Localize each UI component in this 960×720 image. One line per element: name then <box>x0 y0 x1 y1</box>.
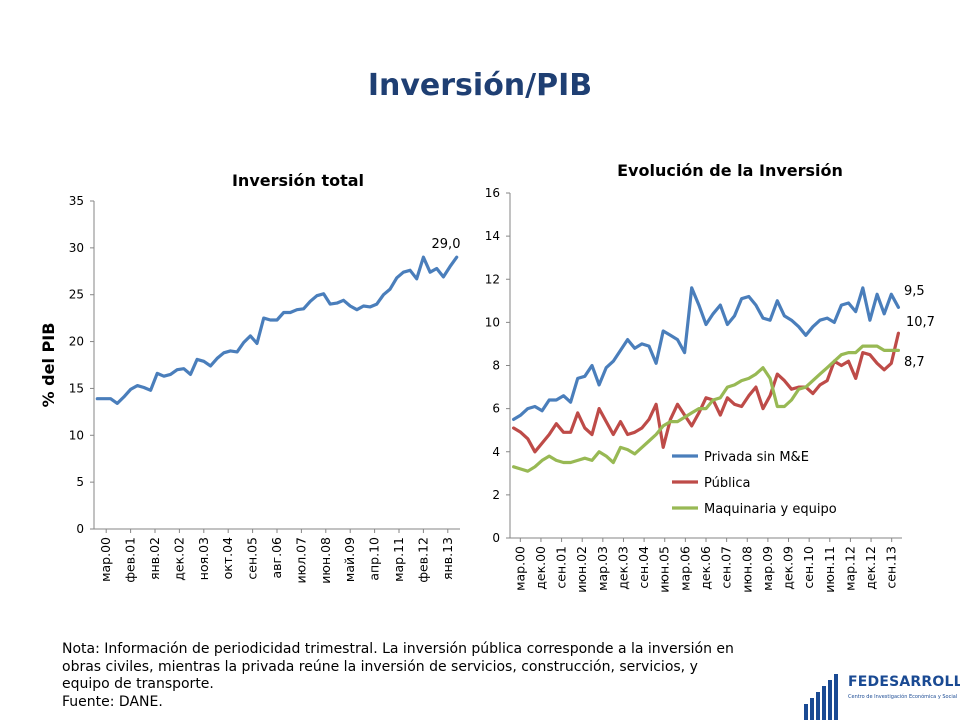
x-tick-label: дек.02 <box>171 537 186 581</box>
y-tick-label: 16 <box>485 186 500 200</box>
legend-label: Privada sin M&E <box>704 450 809 465</box>
x-tick-label: сен.13 <box>884 546 899 589</box>
x-tick-label: апр.10 <box>367 537 382 581</box>
x-tick-label: авг.06 <box>269 537 284 579</box>
y-axis-label: % del PIB <box>39 323 58 408</box>
y-tick-label: 2 <box>492 488 500 502</box>
logo-name: FEDESARROLLO <box>848 674 960 690</box>
chart-title: Evolución de la Inversión <box>617 161 843 180</box>
data-label-maquinaria: 8,7 <box>904 355 925 370</box>
legend-label: Pública <box>704 476 750 491</box>
logo-bars-icon <box>804 674 838 720</box>
x-tick-label: июн.08 <box>318 537 333 584</box>
x-tick-label: дек.00 <box>533 546 548 590</box>
data-label-privada: 9,5 <box>904 284 925 299</box>
y-tick-label: 25 <box>69 288 84 302</box>
x-tick-label: июн.02 <box>574 546 589 593</box>
y-tick-label: 20 <box>69 335 84 349</box>
y-tick-label: 4 <box>492 445 500 459</box>
page-title: Inversión/PIB <box>367 68 593 103</box>
y-tick-label: 0 <box>76 522 84 536</box>
x-tick-label: май.09 <box>342 537 357 582</box>
y-tick-label: 0 <box>492 531 500 545</box>
series-line-maquinaria-y-equipo <box>511 344 901 473</box>
x-tick-label: фев.12 <box>415 537 430 583</box>
data-label-publica: 10,7 <box>906 315 935 330</box>
x-tick-label: июл.07 <box>293 537 308 584</box>
x-tick-label: дек.09 <box>781 546 796 590</box>
y-tick-label: 6 <box>492 402 500 416</box>
y-tick-label: 14 <box>485 229 500 243</box>
series-line-p-blica <box>511 331 901 454</box>
x-tick-label: мар.06 <box>677 546 692 591</box>
y-tick-label: 35 <box>69 194 84 208</box>
x-tick-label: мар.09 <box>760 546 775 591</box>
x-tick-label: июн.11 <box>822 546 837 593</box>
source-line: Fuente: DANE. <box>62 693 163 710</box>
x-tick-label: июн.08 <box>739 546 754 593</box>
x-tick-label: мар.00 <box>512 546 527 591</box>
y-tick-label: 10 <box>69 428 84 442</box>
x-tick-label: янв.02 <box>147 537 162 580</box>
x-tick-label: фев.01 <box>123 537 138 583</box>
series-line-privada-sin-m-e <box>511 286 901 421</box>
x-tick-label: дек.06 <box>698 546 713 590</box>
y-tick-label: 8 <box>492 359 500 373</box>
x-tick-label: сен.07 <box>719 546 734 589</box>
x-tick-label: июн.05 <box>657 546 672 593</box>
x-tick-label: сен.04 <box>636 546 651 589</box>
logo-subtitle: Centro de Investigación Económica y Soci… <box>848 694 958 700</box>
y-tick-label: 10 <box>485 315 500 329</box>
y-tick-label: 30 <box>69 241 84 255</box>
data-label: 29,0 <box>432 237 461 252</box>
x-tick-label: мар.12 <box>842 546 857 591</box>
x-tick-label: мар.03 <box>595 546 610 591</box>
x-tick-label: окт.04 <box>220 537 235 579</box>
y-tick-label: 15 <box>69 381 84 395</box>
x-tick-label: янв.13 <box>440 537 455 580</box>
chart-title: Inversión total <box>232 171 364 190</box>
x-tick-label: сен.01 <box>554 546 569 589</box>
footnote-line: equipo de transporte. <box>62 676 214 692</box>
x-tick-label: сен.05 <box>245 537 260 580</box>
x-tick-label: мар.11 <box>391 537 406 582</box>
x-tick-label: дек.12 <box>863 546 878 590</box>
x-tick-label: дек.03 <box>615 546 630 590</box>
y-tick-label: 5 <box>76 475 84 489</box>
legend-label: Maquinaria y equipo <box>704 502 837 517</box>
x-tick-label: сен.10 <box>801 546 816 589</box>
y-tick-label: 12 <box>485 272 500 286</box>
footnote-line: Nota: Información de periodicidad trimes… <box>62 641 734 657</box>
x-tick-label: ноя.03 <box>196 537 211 580</box>
footnote: Nota: Información de periodicidad trimes… <box>62 641 734 711</box>
series-line <box>95 255 459 405</box>
x-tick-label: мар.00 <box>98 537 113 582</box>
footnote-line: obras civiles, mientras la privada reúne… <box>62 658 698 675</box>
fedesarrollo-logo: FEDESARROLLO Centro de Investigación Eco… <box>800 668 960 720</box>
